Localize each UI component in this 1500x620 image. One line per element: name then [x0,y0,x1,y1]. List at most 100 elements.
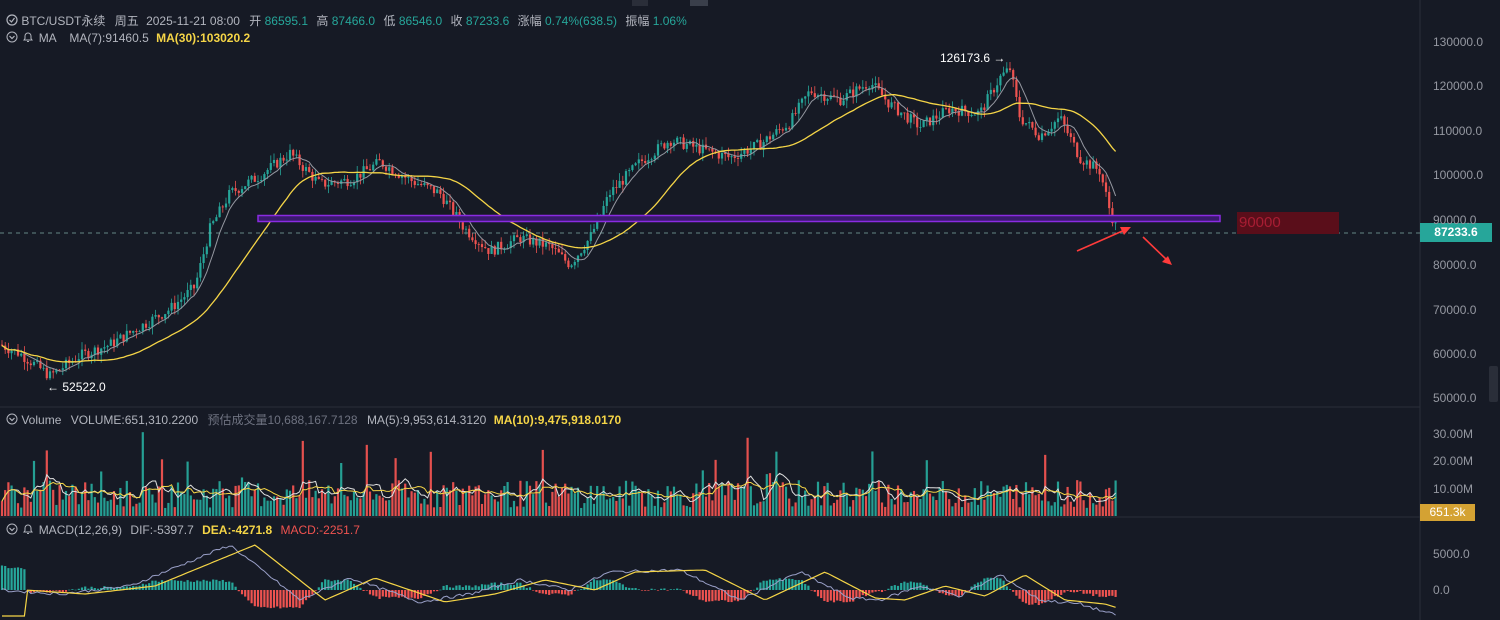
candle-body [823,94,826,101]
price-tick-label: 70000.0 [1433,303,1477,317]
candle-body [768,136,772,140]
volume-bar [1005,484,1008,516]
ma30-line [1,94,1117,363]
candle-body [0,344,4,346]
volume-bar [845,495,848,516]
volume-bar [436,491,439,516]
volume-bar [644,506,647,516]
candle-body [295,154,298,156]
candle-body [484,247,487,249]
macd-histogram-bar [71,589,74,590]
macd-histogram-bar [1037,590,1040,606]
candle-body [733,156,736,158]
macd-histogram-bar [832,590,836,603]
macd-histogram-bar [724,590,727,601]
candle-body [544,242,548,247]
candle-body [180,299,183,302]
last-price-tag[interactable]: 87233.6 [1420,223,1492,242]
macd-histogram-bar [285,590,288,608]
volume-tag[interactable]: 651.3k [1420,504,1475,521]
ohlc-header: BTC/USDT永续 周五 2025-11-21 08:00 开 86595.1… [6,12,687,29]
alert-bell-icon[interactable] [21,523,35,538]
volume-bar [196,499,199,516]
candle-body [679,137,682,139]
alert-bell-icon[interactable] [21,31,35,46]
candle-body [1056,118,1060,123]
candle-body [919,127,922,128]
macd-histogram-bar [733,590,736,601]
candle-body [327,184,330,187]
macd-histogram-bar [320,582,324,590]
macd-histogram-bar [1108,590,1111,596]
volume-bar [215,489,218,516]
candle-body [765,136,768,143]
candle-body [490,246,493,254]
volume-bar [634,485,637,516]
volume-bar [941,481,944,516]
price-tick-label: 90000.0 [1433,213,1477,227]
candle-body [474,240,477,245]
volume-bar [253,489,256,516]
volume-bar [832,502,836,516]
candle-body [292,149,295,156]
macd-histogram-bar [794,579,797,590]
volume-bar [900,489,903,516]
volume-bar [676,494,679,516]
volume-bar [551,491,554,516]
macd-histogram-bar [749,590,752,592]
macd-histogram-bar [810,590,813,591]
macd-histogram-bar [560,590,564,595]
candle-body [800,98,804,103]
chevron-icon[interactable] [6,413,18,428]
candle-body [1098,168,1101,175]
candle-body [711,148,714,152]
volume-bar [896,485,900,516]
macd-histogram-bar [525,587,528,590]
macd-histogram-bar [250,590,253,604]
macd-histogram-bar [1002,580,1005,590]
candle-body [477,244,480,245]
volume-bar [442,485,445,516]
annotation-arrow [1076,228,1128,252]
volume-bar [535,481,538,516]
candle-body [864,87,868,89]
ma-legend: MA MA(7):91460.5 MA(30):103020.2 [6,31,250,46]
ma-label[interactable]: MA [38,31,57,45]
chevron-icon[interactable] [6,523,18,538]
volume-bar [810,499,813,516]
macd-histogram-bar [404,590,407,598]
macd-histogram-bar [1056,590,1060,597]
macd-histogram-bar [541,590,544,594]
macd-histogram-bar [960,590,964,596]
macd-histogram-bar [164,581,167,590]
volume-bar [404,483,407,516]
macd-histogram-bar [407,590,410,599]
candle-body [586,240,589,250]
volume-bar [138,502,141,516]
volume-bar [90,483,93,516]
symbol-name[interactable]: BTC/USDT永续 [21,14,106,28]
macd-histogram-bar [189,581,192,590]
volume-bar [1114,480,1117,516]
candle-body [941,108,944,118]
volume-bar [1079,481,1082,516]
volume-bar [1034,495,1037,516]
volume-bar [260,506,263,516]
volume-bar [996,491,999,516]
volume-bar [359,498,362,516]
macd-dif-line [1,545,1116,616]
macd-histogram-bar [484,584,487,590]
volume-bar [1085,507,1088,516]
macd-label[interactable]: MACD(12,26,9) [38,523,123,537]
macd-histogram-bar [957,590,960,597]
candle-body [132,330,135,333]
volume-label[interactable]: Volume [21,413,62,427]
volume-bar [842,482,845,516]
macd-histogram-bar [586,584,589,590]
candle-body [570,265,573,268]
candle-body [893,102,896,104]
macd-histogram-bar [87,588,90,590]
chevron-icon[interactable] [6,31,18,46]
scroll-handle[interactable] [1489,366,1498,402]
